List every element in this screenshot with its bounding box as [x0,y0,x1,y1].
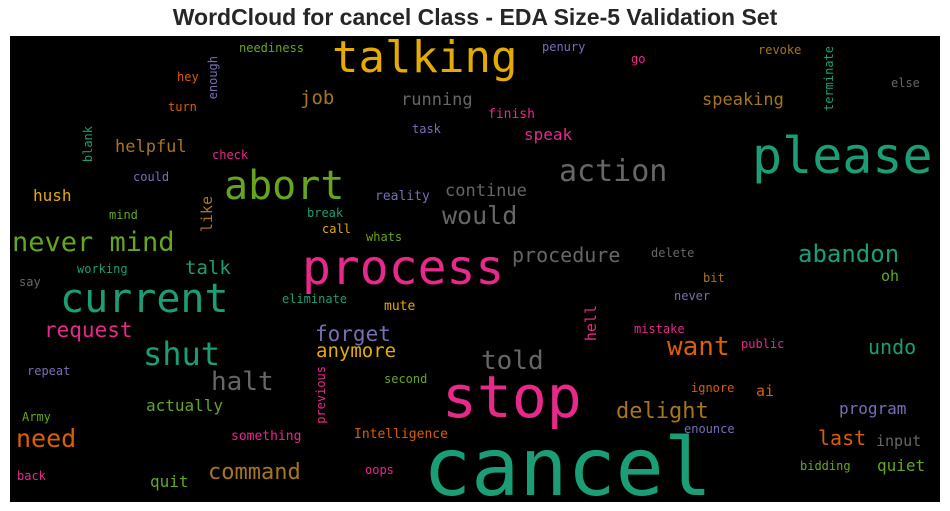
word-actually: actually [146,396,224,415]
word-abort: abort [224,163,345,209]
word-mistake: mistake [634,322,685,336]
word-whats: whats [366,230,403,244]
word-quit: quit [150,472,189,491]
word-go: go [631,52,646,66]
word-talk: talk [185,257,231,279]
word-something: something [231,429,302,444]
word-hush: hush [33,186,72,205]
word-hell: hell [582,305,600,342]
word-ai: ai [756,382,775,400]
word-hey: hey [177,70,199,84]
word-command: command [208,460,301,485]
word-procedure: procedure [512,243,621,267]
word-enounce: enounce [684,422,735,436]
word-halt: halt [211,367,274,397]
word-stop: stop [442,363,582,431]
word-quiet: quiet [877,456,926,475]
word-talking: talking [332,36,518,83]
word-terminate: terminate [822,46,836,112]
word-intelligence: Intelligence [354,427,448,442]
word-cancel: cancel [423,421,712,503]
word-check: check [212,148,249,162]
word-ignore: ignore [691,381,735,395]
word-continue: continue [445,181,527,201]
word-revoke: revoke [758,43,802,57]
word-input: input [876,432,922,450]
word-second: second [384,372,428,386]
word-blank: blank [81,126,95,163]
word-call: call [322,222,351,236]
word-speak: speak [524,125,573,144]
word-back: back [17,469,46,483]
word-process: process [302,240,505,296]
word-told: told [481,346,544,376]
word-reality: reality [375,189,430,204]
word-job: job [300,87,335,109]
word-never-mind: never mind [12,227,175,258]
word-would: would [442,201,518,230]
word-forget: forget [315,322,391,346]
word-bidding: bidding [800,459,851,473]
word-could: could [133,170,170,184]
word-eliminate: eliminate [282,292,348,306]
word-undo: undo [868,335,917,359]
word-working: working [77,262,128,276]
word-never: never [674,289,711,303]
word-else: else [891,76,920,90]
word-mind: mind [109,208,138,222]
word-program: program [839,399,907,418]
word-like: like [198,196,216,233]
word-penury: penury [542,40,586,54]
word-running: running [401,90,473,110]
word-bit: bit [703,271,725,285]
word-previous: previous [314,366,328,424]
word-want: want [667,332,730,362]
word-oops: oops [365,463,394,477]
chart-title: WordCloud for cancel Class - EDA Size-5 … [172,4,778,30]
word-need: need [16,424,77,453]
word-request: request [44,318,133,342]
word-delight: delight [616,399,709,424]
word-abandon: abandon [798,240,900,268]
word-last: last [818,426,867,450]
word-enough: enough [206,56,220,100]
word-public: public [741,337,785,351]
word-turn: turn [168,100,197,114]
word-helpful: helpful [115,137,187,157]
word-say: say [19,275,41,289]
word-anymore: anymore [316,340,397,362]
word-neediness: neediness [239,41,305,55]
word-mute: mute [384,299,416,314]
word-shut: shut [143,335,221,373]
word-delete: delete [651,246,695,260]
word-task: task [412,122,441,136]
word-army: Army [22,410,51,424]
word-repeat: repeat [27,364,71,378]
word-finish: finish [488,107,535,122]
wordcloud-canvas: cancel stop please process talking current abo… [10,36,940,502]
word-please: please [752,127,933,185]
word-oh: oh [881,267,900,285]
word-action: action [559,154,668,189]
word-break: break [307,206,344,220]
word-current: current [60,276,229,322]
word-speaking: speaking [702,90,784,110]
